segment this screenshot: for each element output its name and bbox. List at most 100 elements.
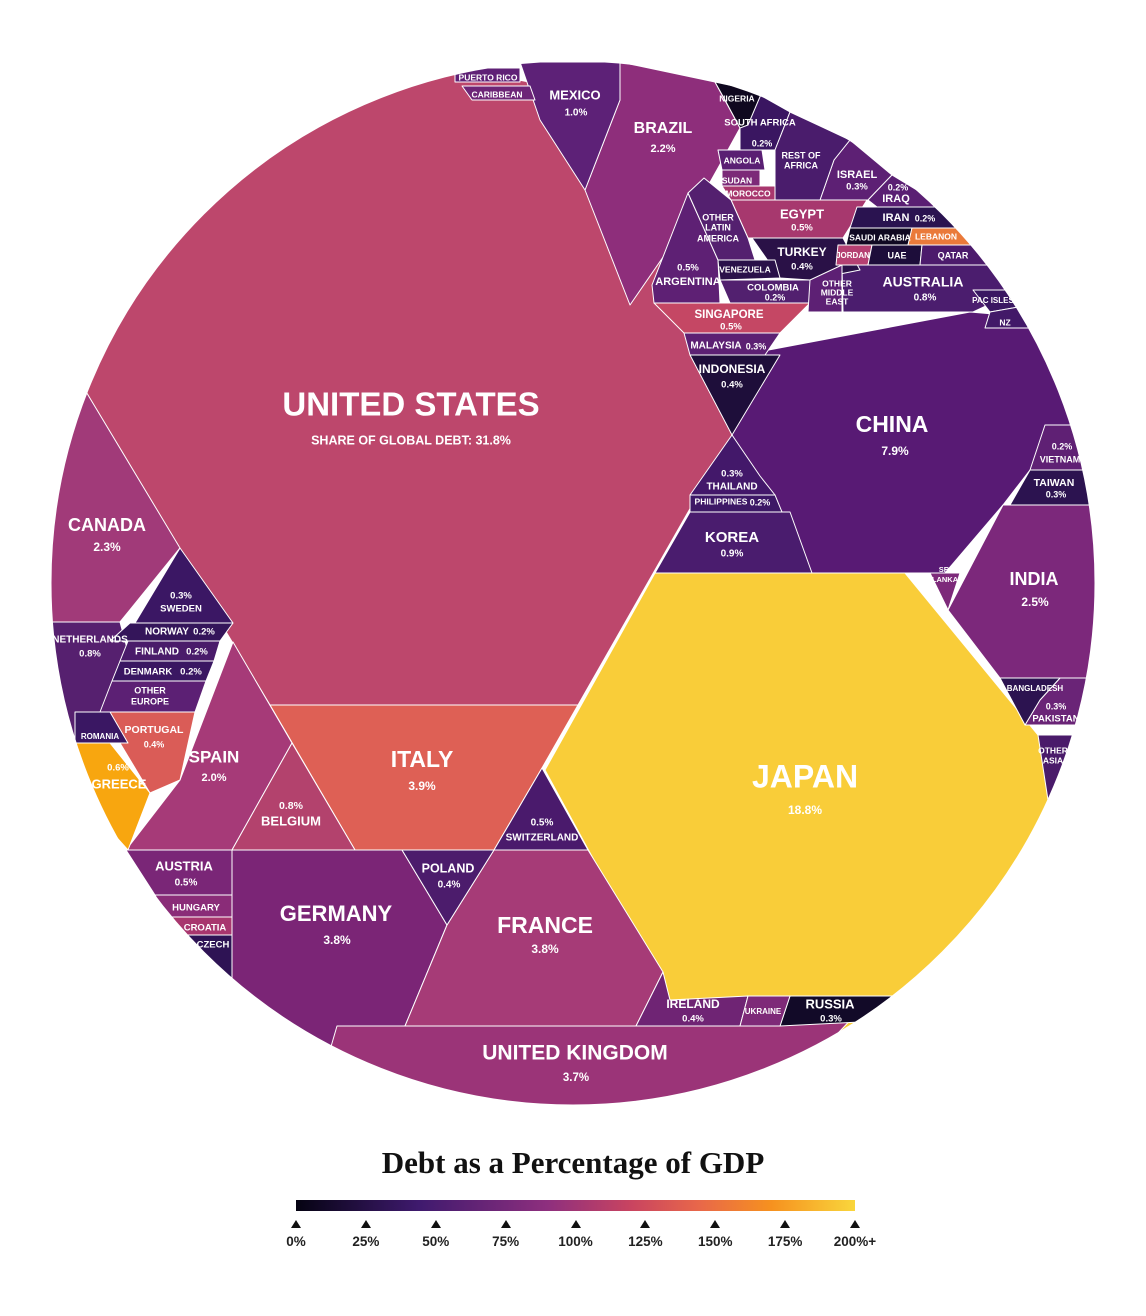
cell-iq-value-label: 0.2% [888,182,909,192]
cell-tw-label: TAIWAN [1034,477,1075,489]
cell-jp-label: JAPAN [752,758,858,794]
cell-dk-value-label: 0.2% [180,667,202,678]
cell-cb [461,85,536,101]
cell-au-label: AUSTRALIA [883,274,964,290]
cell-rafr-label-line-0: REST OF [781,150,821,160]
cell-lk [929,572,961,611]
cell-pk-label: PAKISTAN [1032,714,1079,725]
cell-my-label: MALAYSIA [690,341,741,352]
cell-pk-value-label: 0.3% [1046,701,1067,711]
cell-pr [454,67,521,83]
cell-oas-label-line-0: OTHER [1038,745,1068,755]
cell-lb-label: LEBANON [915,231,957,241]
cell-br-label: BRAZIL [634,120,693,137]
cell-pr-label: PUERTO RICO [459,72,518,82]
cell-co-value-label: 0.2% [765,292,786,302]
cell-qa-label: QATAR [938,250,969,260]
cell-es-label: SPAIN [189,747,240,766]
cell-ch-label: SWITZERLAND [506,833,579,844]
cell-ie-value-label: 0.4% [682,1014,704,1025]
cell-lk-label-line-1: LANKA [932,575,959,584]
cell-pac-label: PAC ISLES [972,296,1014,305]
cell-ru-label: RUSSIA [805,996,855,1011]
legend-tick-label: 25% [352,1234,380,1249]
cell-ola-label-line-1: LATIN [705,222,731,232]
cell-sa-label: SAUDI ARABIA [849,232,911,242]
cell-gr-value-label: 0.6% [107,763,129,774]
cell-id-label: INDONESIA [699,362,766,376]
cell-co-label: COLOMBIA [747,283,799,294]
cell-ve-label: VENEZUELA [719,264,770,274]
cell-kr-value-label: 0.9% [721,549,744,560]
cell-ome [807,264,843,313]
cell-ph-label: PHILIPPINES [695,496,748,506]
cell-fr-value-label: 3.8% [531,942,559,956]
cell-au-value-label: 0.8% [914,293,937,304]
cell-za-label: SOUTH AFRICA [724,118,796,129]
cell-nl-label: NETHERLANDS [52,635,128,646]
cell-br-value-label: 2.2% [650,143,675,155]
cell-ph [689,494,783,513]
legend-tick-label: 100% [558,1234,593,1249]
cell-vn-label: VIETNAM [1040,454,1081,464]
cell-lk-label-line-0: SRI [939,565,952,574]
cell-pl-label: POLAND [422,861,475,875]
triangle-up-icon [360,1220,371,1228]
cell-no-value-label: 0.2% [193,627,215,638]
triangle-up-icon [291,1220,301,1228]
legend-tick: 100% [541,1220,611,1249]
cell-de-value-label: 3.8% [323,933,351,947]
cell-vn-value-label: 0.2% [1052,441,1073,451]
cell-be [231,742,356,851]
cell-ie-label: IRELAND [666,997,720,1011]
cell-ar-label: ARGENTINA [655,276,720,288]
legend-tick: 200%+ [820,1220,890,1249]
chart-outline [50,60,1096,1106]
cell-ao-label: ANGOLA [724,155,761,165]
cell-be-value-label: 0.8% [279,800,304,812]
cell-pt-value-label: 0.4% [144,739,165,749]
cell-pt-label: PORTUGAL [125,724,185,736]
chart-title: Debt as a Percentage of GDP [381,1145,765,1180]
cell-cn-value-label: 7.9% [881,444,909,458]
cell-oeu [99,680,207,713]
cell-ua-label: UKRAINE [745,1007,782,1016]
cell-ca-value-label: 2.3% [93,540,121,554]
cell-de-label: GERMANY [280,901,393,926]
cell-ch [493,767,589,851]
cell-se-value-label: 0.3% [170,591,192,602]
cell-jp-value-label: 18.8% [788,803,822,817]
triangle-up-icon [850,1220,860,1228]
cell-hu-label: HUNGARY [172,903,220,914]
triangle-up-icon [430,1220,441,1228]
cell-my [683,332,781,356]
cell-ome-label-line-0: OTHER [822,278,852,288]
cell-kr-label: KOREA [705,529,759,546]
legend-tick-label: 200%+ [833,1234,877,1249]
cell-id-value-label: 0.4% [721,380,743,391]
cell-es-value-label: 2.0% [201,772,226,784]
cell-za-value-label: 0.2% [752,138,773,148]
cell-eg-label: EGYPT [780,206,824,221]
cell-iq-label: IRAQ [882,193,910,205]
cell-my-value-label: 0.3% [746,341,767,351]
cell-il-label: ISRAEL [837,169,878,181]
legend-tick: 75% [471,1220,541,1249]
legend-tick: 50% [401,1220,471,1249]
cell-uk-label: UNITED KINGDOM [482,1042,668,1065]
cell-ph-value-label: 0.2% [750,497,771,507]
cell-ro [74,711,129,744]
cell-il-value-label: 0.3% [846,182,868,193]
legend-tick-label: 0% [286,1234,306,1249]
legend-tick: 0% [261,1220,331,1249]
cell-fi-value-label: 0.2% [186,647,208,658]
cell-bd [999,677,1061,726]
cell-sd-label: SUDAN [722,175,752,185]
cell-th-label: THAILAND [706,482,757,493]
cell-dk-label: DENMARK [124,667,173,678]
cell-jo-label: JORDAN [836,251,870,260]
legend-tick-label: 150% [697,1234,733,1249]
cell-pl-value-label: 0.4% [438,880,461,891]
legend-tick-label: 175% [767,1234,803,1249]
cell-ir-label: IRAN [883,212,910,224]
